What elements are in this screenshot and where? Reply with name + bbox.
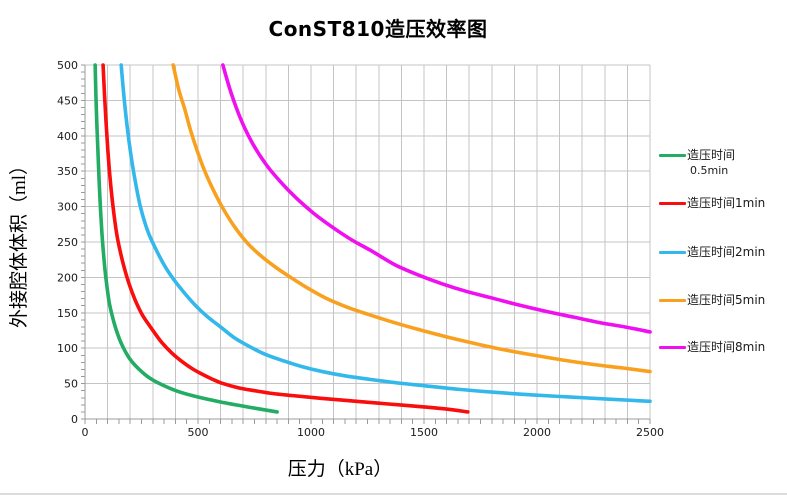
axis-ticks	[81, 64, 651, 424]
legend-label: 造压时间5min	[687, 293, 766, 307]
x-tick-label: 1000	[297, 426, 325, 439]
legend-line-swatch	[659, 346, 686, 349]
legend-line-swatch	[659, 251, 686, 254]
x-tick-label: 0	[82, 426, 89, 439]
legend-label: 造压时间 0.5min	[687, 148, 736, 177]
legend-label: 造压时间1min	[687, 196, 766, 210]
curve-造压时间8min	[221, 63, 652, 334]
y-tick-label: 250	[57, 236, 78, 249]
x-tick-label: 2000	[523, 426, 551, 439]
x-axis-title: 压力（kPa）	[288, 458, 393, 480]
curve-造压时间5min	[171, 63, 652, 374]
legend-item-4: 造压时间5min	[659, 292, 765, 308]
legend-item-1: 造压时间 0.5min	[659, 147, 735, 179]
gridlines	[85, 64, 651, 419]
tick-labels: 0 500 1000 1500 2000 2500 0 50 100 150 200 250 300 35…	[57, 59, 664, 439]
legend-item-3: 造压时间2min	[659, 244, 765, 260]
y-tick-label: 450	[57, 94, 78, 107]
y-tick-label: 100	[57, 342, 78, 355]
y-tick-label: 200	[57, 271, 78, 284]
x-tick-label: 500	[188, 426, 209, 439]
y-tick-label: 50	[64, 378, 78, 391]
y-tick-label: 350	[57, 165, 78, 178]
y-tick-label: 0	[71, 413, 78, 426]
legend-label: 造压时间8min	[687, 340, 766, 354]
y-tick-label: 150	[57, 307, 78, 320]
y-axis-title: 外接腔体体积（ml）	[8, 156, 30, 328]
legend-line-swatch	[659, 202, 686, 205]
legend-line-swatch	[659, 154, 686, 157]
curve-造压时间0.5min	[93, 63, 279, 414]
y-tick-label: 300	[57, 201, 78, 214]
y-tick-label: 500	[57, 59, 78, 72]
page-divider	[0, 493, 787, 495]
legend-item-5: 造压时间8min	[659, 339, 765, 355]
curve-造压时间2min	[119, 63, 652, 404]
x-tick-label: 2500	[636, 426, 664, 439]
curve-造压时间1min	[101, 63, 470, 414]
legend-line-swatch	[659, 299, 686, 302]
legend-item-2: 造压时间1min	[659, 195, 765, 211]
legend-label: 造压时间2min	[687, 245, 766, 259]
data-curves	[93, 63, 652, 414]
x-tick-label: 1500	[410, 426, 438, 439]
legend: 造压时间 0.5min 造压时间1min 造压时间2min 造压时间5min 造压时间8m…	[659, 0, 786, 420]
y-tick-label: 400	[57, 130, 78, 143]
chart-title: ConST810造压效率图	[268, 17, 488, 41]
